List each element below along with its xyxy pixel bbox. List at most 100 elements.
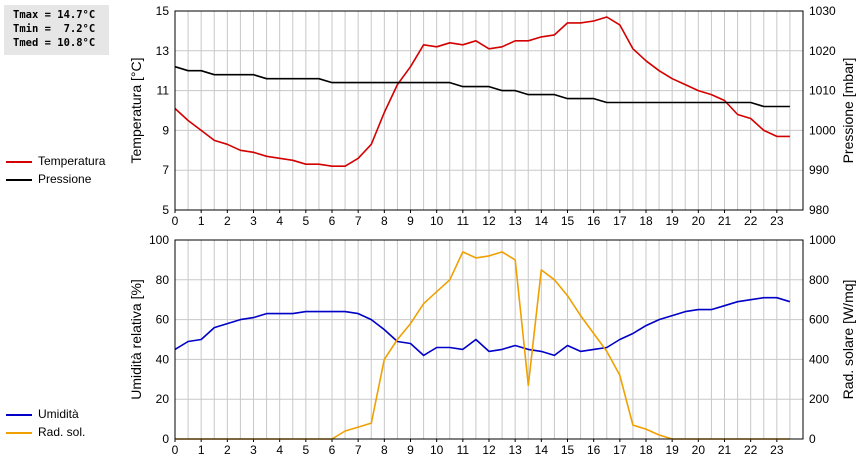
plot-frame <box>174 239 804 440</box>
x-tick-label: 14 <box>535 443 549 457</box>
x-tick-label: 2 <box>224 443 231 457</box>
y2-tick-label: 990 <box>809 163 829 177</box>
y2-tick-label: 1030 <box>809 4 836 18</box>
x-tick-label: 4 <box>276 214 283 228</box>
x-tick-label: 6 <box>329 443 336 457</box>
x-tick-label: 18 <box>639 214 653 228</box>
legend-label-temperatura: Temperatura <box>38 154 106 168</box>
x-tick-label: 21 <box>718 443 732 457</box>
legend-label-pressione: Pressione <box>38 172 92 186</box>
x-tick-label: 13 <box>508 214 522 228</box>
x-tick-label: 17 <box>613 443 627 457</box>
x-tick-label: 23 <box>770 214 784 228</box>
series-line-1-0 <box>174 296 791 357</box>
x-tick-label: 12 <box>482 443 496 457</box>
x-tick-label: 16 <box>587 214 601 228</box>
x-tick-label: 2 <box>224 214 231 228</box>
x-tick-label: 22 <box>744 214 758 228</box>
x-tick-label: 4 <box>276 443 283 457</box>
y-axis-title: Temperatura [°C] <box>128 58 144 164</box>
x-tick-label: 11 <box>457 443 470 457</box>
x-tick-label: 16 <box>587 443 601 457</box>
x-tick-label: 3 <box>250 443 257 457</box>
x-tick-label: 7 <box>355 214 362 228</box>
y2-tick-label: 200 <box>809 392 829 406</box>
stat-tmax: Tmax = 14.7°C <box>13 9 96 21</box>
y-tick-label: 40 <box>156 352 170 366</box>
legend-swatch-temperatura <box>6 161 32 163</box>
y2-tick-label: 800 <box>809 273 829 287</box>
x-tick-label: 21 <box>718 214 732 228</box>
y2-axis-title: Rad. solare [W/mq] <box>840 280 856 400</box>
legend-label-rad-sol: Rad. sol. <box>38 425 86 439</box>
stat-tmin: Tmin = 7.2°C <box>13 23 96 35</box>
y2-tick-label: 1020 <box>809 44 836 58</box>
legend-item-umidita: Umidità <box>4 407 164 423</box>
x-tick-label: 20 <box>692 214 706 228</box>
x-tick-label: 10 <box>430 443 444 457</box>
x-tick-label: 12 <box>482 214 496 228</box>
x-tick-label: 14 <box>535 214 549 228</box>
x-tick-label: 0 <box>172 443 179 457</box>
x-tick-label: 9 <box>407 214 414 228</box>
x-tick-label: 8 <box>381 214 388 228</box>
series-line-0-0 <box>174 16 790 167</box>
y-axis-title: Umidità relativa [%] <box>128 279 144 400</box>
y2-tick-label: 1010 <box>809 84 836 98</box>
x-tick-label: 13 <box>508 443 522 457</box>
x-tick-label: 23 <box>770 443 784 457</box>
x-tick-label: 5 <box>302 214 309 228</box>
y2-tick-label: 600 <box>809 313 829 327</box>
y2-tick-label: 1000 <box>809 233 836 247</box>
x-tick-label: 1 <box>198 443 205 457</box>
x-tick-label: 3 <box>250 214 257 228</box>
y2-tick-label: 0 <box>809 432 816 446</box>
y-tick-label: 7 <box>162 163 169 177</box>
stat-tmed: Tmed = 10.8°C <box>13 37 96 49</box>
y-tick-label: 9 <box>162 123 169 137</box>
y-tick-label: 13 <box>156 44 170 58</box>
legend-swatch-umidita <box>6 414 32 416</box>
x-tick-label: 5 <box>302 443 309 457</box>
x-tick-label: 11 <box>457 214 470 228</box>
y-tick-label: 60 <box>156 313 170 327</box>
x-tick-label: 9 <box>407 443 414 457</box>
legend-item-rad-sol: Rad. sol. <box>4 425 164 441</box>
y-tick-label: 5 <box>162 203 169 217</box>
y2-tick-label: 980 <box>809 203 829 217</box>
y-tick-label: 11 <box>157 84 170 98</box>
y-tick-label: 15 <box>156 4 170 18</box>
x-tick-label: 8 <box>381 443 388 457</box>
y2-tick-label: 400 <box>809 352 829 366</box>
x-tick-label: 15 <box>561 214 575 228</box>
x-tick-label: 19 <box>665 443 679 457</box>
y2-tick-label: 1000 <box>809 123 836 137</box>
x-tick-label: 18 <box>639 443 653 457</box>
x-tick-label: 20 <box>692 443 706 457</box>
x-tick-label: 7 <box>355 443 362 457</box>
plot-frame <box>174 10 804 211</box>
legend-item-pressione: Pressione <box>4 172 164 188</box>
series-line-0-1 <box>174 65 790 108</box>
y-tick-label: 80 <box>156 273 170 287</box>
x-tick-label: 17 <box>613 214 627 228</box>
legend-label-umidita: Umidità <box>38 407 79 421</box>
x-tick-label: 0 <box>172 214 179 228</box>
y-tick-label: 20 <box>156 392 170 406</box>
x-tick-label: 10 <box>430 214 444 228</box>
x-tick-label: 1 <box>198 214 205 228</box>
legend-swatch-pressione <box>6 179 32 181</box>
x-tick-label: 22 <box>744 443 758 457</box>
x-tick-label: 19 <box>665 214 679 228</box>
y-tick-label: 0 <box>162 432 169 446</box>
legend-item-temperatura: Temperatura <box>4 154 164 170</box>
y2-axis-title: Pressione [mbar] <box>840 58 856 164</box>
x-tick-label: 6 <box>329 214 336 228</box>
legend-swatch-rad-sol <box>6 432 32 434</box>
stats-box: Tmax = 14.7°C Tmin = 7.2°C Tmed = 10.8°C <box>4 5 109 55</box>
y-tick-label: 100 <box>149 233 169 247</box>
x-tick-label: 15 <box>561 443 575 457</box>
